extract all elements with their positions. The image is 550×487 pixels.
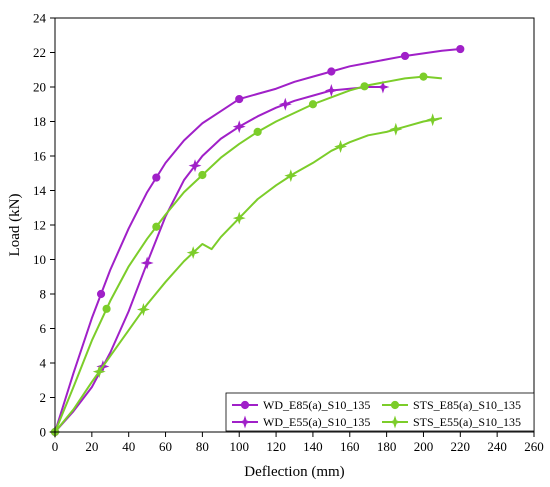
- y-tick-label: 2: [40, 390, 47, 405]
- y-tick-label: 16: [33, 149, 47, 164]
- x-axis-title: Deflection (mm): [244, 464, 344, 480]
- legend-entry: WD_E85(a)_S10_135: [232, 398, 370, 412]
- series-3: [50, 72, 442, 437]
- data-point: [308, 100, 318, 109]
- legend-label: WD_E55(a)_S10_135: [263, 415, 370, 429]
- y-tick-label: 8: [40, 287, 47, 302]
- x-tick-label: 80: [196, 439, 209, 454]
- legend-marker: [240, 400, 250, 410]
- data-point: [235, 94, 244, 104]
- y-tick-label: 4: [40, 356, 47, 371]
- x-tick-label: 260: [524, 439, 544, 454]
- data-point: [376, 80, 390, 94]
- data-point: [253, 127, 262, 136]
- data-point: [140, 256, 154, 270]
- data-point: [186, 246, 200, 260]
- y-tick-label: 6: [40, 321, 47, 336]
- data-point: [152, 173, 161, 182]
- x-tick-label: 20: [85, 439, 98, 454]
- data-point: [400, 51, 410, 61]
- series-line: [54, 48, 461, 433]
- y-tick-label: 20: [33, 80, 46, 95]
- x-tick-label: 220: [451, 439, 471, 454]
- data-point: [198, 170, 207, 180]
- data-point: [102, 304, 111, 313]
- y-tick-label: 18: [33, 114, 46, 129]
- series-2: [48, 80, 390, 439]
- legend-entry: WD_E55(a)_S10_135: [232, 415, 370, 429]
- data-point: [232, 120, 246, 134]
- legend-marker: [390, 400, 400, 410]
- x-tick-label: 120: [266, 439, 286, 454]
- plot-frame: [54, 17, 535, 433]
- axes: [54, 17, 535, 433]
- legend-entry: STS_E55(a)_S10_135: [382, 415, 521, 429]
- x-tick-label: 140: [303, 439, 323, 454]
- y-tick-label: 14: [33, 183, 47, 198]
- y-tick-label: 12: [33, 218, 46, 233]
- x-tick-label: 40: [122, 439, 135, 454]
- series-line: [54, 86, 387, 433]
- series-line: [54, 117, 443, 433]
- x-tick-label: 200: [414, 439, 434, 454]
- x-tick-label: 100: [229, 439, 249, 454]
- data-point: [92, 365, 106, 379]
- data-point: [360, 82, 369, 91]
- series-layer: [48, 44, 465, 439]
- x-tick-label: 60: [159, 439, 172, 454]
- data-point: [284, 169, 298, 183]
- y-tick-label: 10: [33, 252, 46, 267]
- data-point: [136, 303, 150, 316]
- data-point: [419, 72, 428, 81]
- y-tick-label: 22: [33, 45, 46, 60]
- data-point: [188, 159, 202, 173]
- legend: WD_E85(a)_S10_135 WD_E55(a)_S10_135 STS_E8…: [225, 392, 535, 432]
- data-point: [152, 222, 161, 231]
- x-tick-label: 240: [487, 439, 507, 454]
- data-point: [426, 113, 440, 127]
- legend-label: STS_E55(a)_S10_135: [413, 415, 521, 429]
- series-1: [50, 44, 465, 437]
- y-axis-title: Load (kN): [7, 194, 23, 257]
- series-line: [54, 75, 442, 433]
- legend-label: WD_E85(a)_S10_135: [263, 398, 370, 412]
- y-tick-label: 24: [33, 11, 47, 26]
- data-point: [278, 97, 292, 111]
- legend-marker: [238, 415, 252, 429]
- legend-label: STS_E85(a)_S10_135: [413, 398, 521, 412]
- data-point: [389, 122, 403, 136]
- legend-box: [225, 392, 535, 432]
- x-tick-label: 0: [52, 439, 59, 454]
- x-axis-ticks: 0 20 40 60 80 100 120 140 160 180 200 220 240 260: [52, 432, 544, 454]
- data-point: [96, 289, 106, 299]
- data-point: [324, 83, 338, 97]
- x-tick-label: 160: [340, 439, 360, 454]
- legend-entry: STS_E85(a)_S10_135: [382, 398, 521, 412]
- data-point: [327, 67, 336, 76]
- data-point: [334, 140, 348, 153]
- y-tick-label: 0: [40, 425, 47, 440]
- data-point: [456, 44, 465, 54]
- legend-marker: [388, 415, 402, 429]
- data-point: [232, 211, 246, 225]
- x-tick-label: 180: [377, 439, 397, 454]
